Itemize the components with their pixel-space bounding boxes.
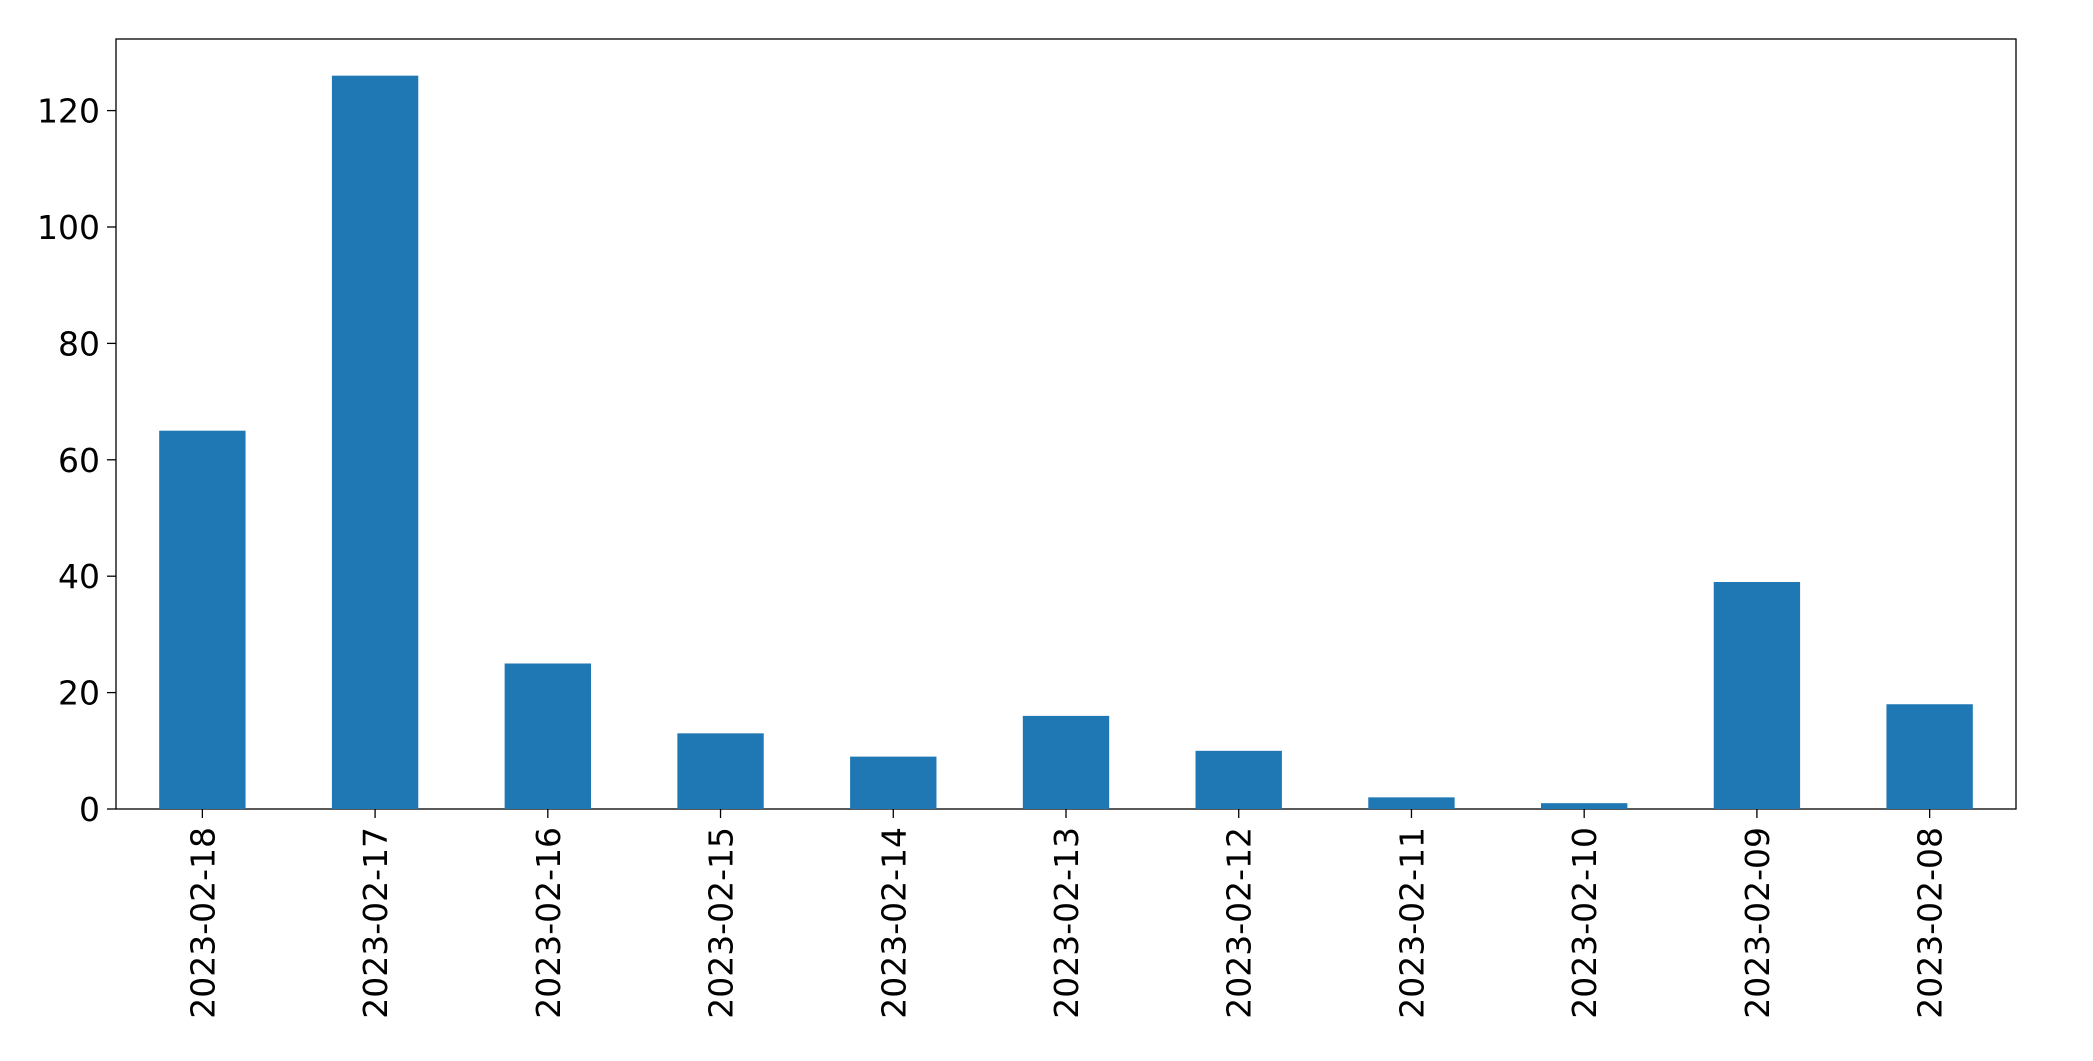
- bar: [850, 756, 937, 809]
- x-tick-label: 2023-02-13: [1047, 827, 1086, 1019]
- bar: [1195, 750, 1282, 809]
- bar: [159, 430, 246, 809]
- y-tick-label: 60: [58, 441, 100, 480]
- y-tick-label: 80: [58, 324, 100, 363]
- x-tick-label: 2023-02-14: [874, 827, 913, 1019]
- x-tick-label: 2023-02-08: [1911, 827, 1950, 1019]
- x-tick-label: 2023-02-16: [529, 827, 568, 1019]
- y-tick-label: 100: [37, 208, 100, 247]
- bar: [677, 733, 764, 809]
- bar: [331, 75, 419, 809]
- y-tick-label: 20: [58, 674, 100, 713]
- y-tick-label: 40: [58, 557, 100, 596]
- x-tick-label: 2023-02-17: [356, 827, 395, 1019]
- x-tick-label: 2023-02-11: [1392, 827, 1431, 1019]
- x-tick-label: 2023-02-12: [1220, 827, 1259, 1019]
- x-tick-label: 2023-02-18: [183, 827, 222, 1019]
- bar: [1022, 715, 1110, 809]
- y-tick-label: 120: [37, 92, 100, 131]
- bar: [1713, 582, 1801, 809]
- bar: [1886, 704, 1973, 809]
- x-tick-label: 2023-02-15: [702, 827, 741, 1019]
- x-tick-label: 2023-02-10: [1565, 827, 1604, 1019]
- bar: [1541, 803, 1628, 809]
- bar: [504, 663, 591, 809]
- x-tick-label: 2023-02-09: [1738, 827, 1777, 1019]
- y-tick-label: 0: [79, 790, 100, 829]
- bar: [1368, 797, 1455, 809]
